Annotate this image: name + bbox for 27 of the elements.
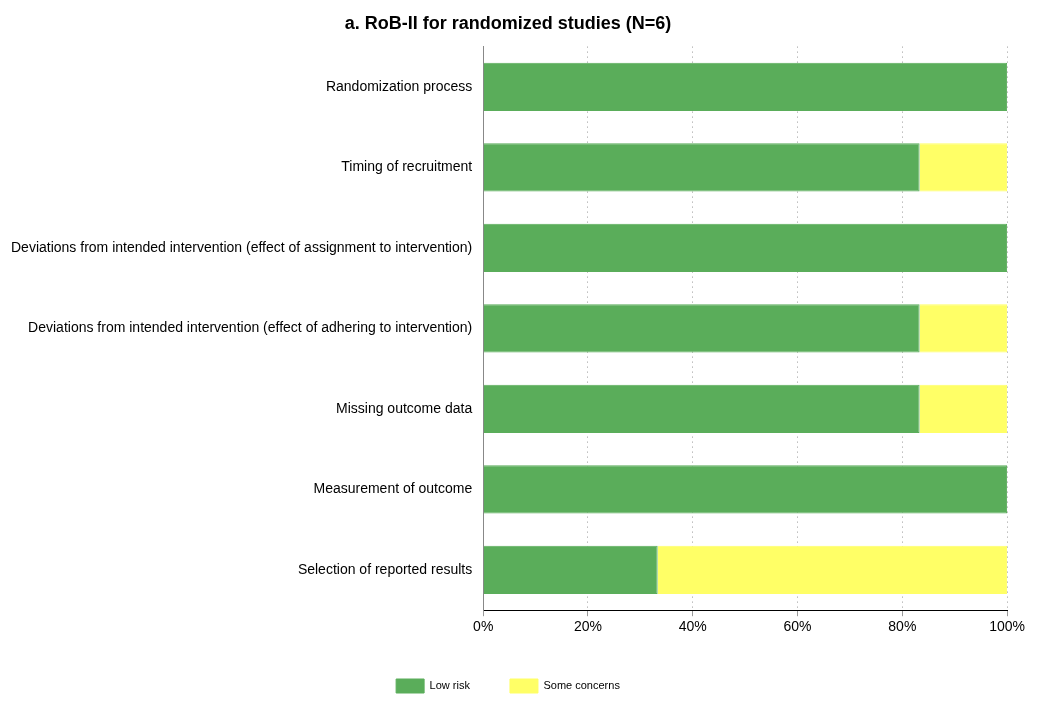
x-tick-label: 40% <box>678 618 707 635</box>
x-tick-label: 60% <box>783 618 812 635</box>
chart-title: a. RoB-II for randomized studies (N=6) <box>344 12 672 33</box>
y-tick-label: Missing outcome data <box>336 399 473 416</box>
bar <box>483 143 920 192</box>
bar <box>919 384 1008 434</box>
x-tick-label: 100% <box>989 618 1025 635</box>
x-tick-label: 0% <box>473 618 494 635</box>
y-tick-label: Measurement of outcome <box>313 480 473 497</box>
y-tick-label: Deviations from intended intervention (effect of assignment to intervention) <box>11 238 473 255</box>
bar <box>919 304 1008 353</box>
x-tick-label: 20% <box>573 618 603 635</box>
bar <box>483 62 1008 112</box>
legend-label: Low risk <box>429 679 471 692</box>
y-tick-label: Deviations from intended intervention (effect of adhering to intervention) <box>28 319 473 336</box>
bar <box>483 223 1008 273</box>
y-tick-label: Randomization process <box>325 77 473 94</box>
bar <box>483 545 658 595</box>
bar <box>919 143 1008 192</box>
bar <box>657 545 1008 595</box>
bar <box>483 304 920 353</box>
y-tick-label: Timing of recruitment <box>341 158 473 175</box>
y-tick-label: Selection of reported results <box>297 560 473 577</box>
bar <box>483 384 920 434</box>
bar <box>483 465 1008 514</box>
x-tick-label: 80% <box>888 618 917 635</box>
legend-label: Some concerns <box>543 679 621 692</box>
